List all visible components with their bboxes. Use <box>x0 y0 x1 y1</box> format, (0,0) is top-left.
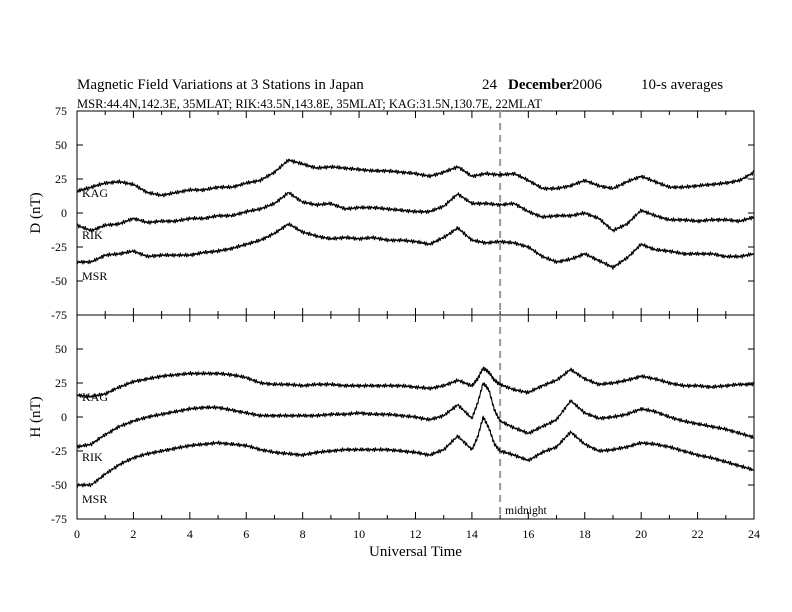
y-tick-label: -75 <box>51 512 67 526</box>
x-tick-label: 14 <box>466 527 478 541</box>
series-line-rik <box>76 191 755 233</box>
series-label-msr: MSR <box>82 492 107 506</box>
x-tick-label: 6 <box>243 527 249 541</box>
y-tick-label: 25 <box>55 172 67 186</box>
x-tick-label: 22 <box>692 527 704 541</box>
series-label-rik: RIK <box>82 450 103 464</box>
x-tick-label: 0 <box>74 527 80 541</box>
y-axis-label: H (nT) <box>28 396 44 437</box>
y-tick-label: 0 <box>61 410 67 424</box>
x-tick-label: 24 <box>748 527 760 541</box>
date-day: 24 <box>482 77 498 93</box>
chart-panels: 75 50 25 0 -25 -50 -75 D (nT) KAG RIK MSR 50 25 0 -25 -… <box>28 104 760 560</box>
series-line-msr <box>76 222 755 270</box>
y-tick-label: -50 <box>51 274 67 288</box>
x-tick-label: 2 <box>130 527 136 541</box>
x-tick-label: 8 <box>300 527 306 541</box>
y-tick-label: -25 <box>51 444 67 458</box>
midnight-label: midnight <box>505 505 547 517</box>
date-month: December <box>508 77 573 93</box>
y-tick-label: -75 <box>51 308 67 322</box>
y-tick-label: -50 <box>51 478 67 492</box>
x-tick-label: 16 <box>522 527 534 541</box>
series-line-kag <box>76 158 755 198</box>
chart-title: Magnetic Field Variations at 3 Stations … <box>77 77 364 93</box>
date-year: 2006 <box>572 77 603 93</box>
y-axis-label: D (nT) <box>28 192 44 233</box>
y-tick-label: 75 <box>55 104 67 118</box>
y-tick-label: 50 <box>55 138 67 152</box>
x-tick-label: 18 <box>579 527 591 541</box>
y-tick-label: 50 <box>55 342 67 356</box>
series-label-rik: RIK <box>82 228 103 242</box>
series-line-rik <box>76 382 755 449</box>
x-tick-label: 12 <box>410 527 422 541</box>
x-tick-label: 20 <box>635 527 647 541</box>
panel-d: 75 50 25 0 -25 -50 -75 D (nT) KAG RIK MSR <box>28 104 755 322</box>
chart-header: Magnetic Field Variations at 3 Stations … <box>77 77 723 111</box>
series-label-msr: MSR <box>82 269 107 283</box>
averaging-label: 10-s averages <box>641 77 723 93</box>
x-axis-label: Universal Time <box>369 544 462 560</box>
x-tick-label: 10 <box>353 527 365 541</box>
series-line-kag <box>76 366 755 399</box>
x-tick-label: 4 <box>187 527 193 541</box>
series-label-kag: KAG <box>82 390 108 404</box>
y-tick-label: 0 <box>61 206 67 220</box>
series-label-kag: KAG <box>82 186 108 200</box>
series-line-msr <box>76 415 755 488</box>
stations-coordinates: MSR:44.4N,142.3E, 35MLAT; RIK:43.5N,143.… <box>77 97 542 111</box>
y-tick-label: -25 <box>51 240 67 254</box>
y-tick-label: 25 <box>55 376 67 390</box>
